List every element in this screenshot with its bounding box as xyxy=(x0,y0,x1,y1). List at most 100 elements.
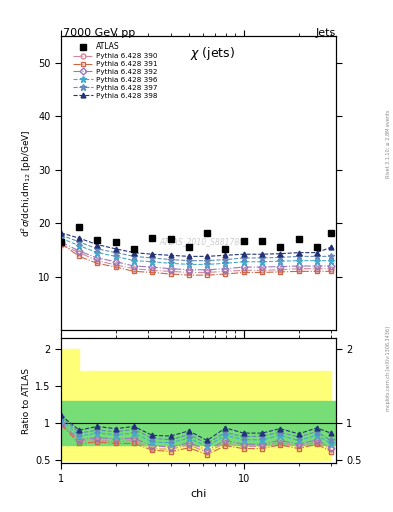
Text: Rivet 3.1.10; ≥ 2.8M events: Rivet 3.1.10; ≥ 2.8M events xyxy=(386,109,391,178)
Pythia 6.428 396 xyxy=(329,258,333,264)
Pythia 6.428 392 xyxy=(114,259,118,265)
Line: Pythia 6.428 396: Pythia 6.428 396 xyxy=(58,235,334,268)
Text: $\chi$ (jets): $\chi$ (jets) xyxy=(189,45,235,61)
Pythia 6.428 397 xyxy=(296,253,301,260)
Pythia 6.428 392 xyxy=(132,263,136,269)
Pythia 6.428 390 xyxy=(223,268,228,274)
Pythia 6.428 391 xyxy=(77,253,82,260)
Pythia 6.428 390 xyxy=(314,266,319,272)
Pythia 6.428 390 xyxy=(59,242,63,248)
Pythia 6.428 396 xyxy=(59,235,63,241)
Pythia 6.428 396 xyxy=(77,243,82,249)
Pythia 6.428 397 xyxy=(186,258,191,264)
Pythia 6.428 398 xyxy=(150,251,154,258)
Pythia 6.428 391 xyxy=(95,260,99,266)
Pythia 6.428 391 xyxy=(223,271,228,277)
Pythia 6.428 390 xyxy=(168,268,173,274)
Text: mcplots.cern.ch [arXiv:1306.3436]: mcplots.cern.ch [arXiv:1306.3436] xyxy=(386,326,391,411)
Pythia 6.428 397 xyxy=(205,258,209,264)
Pythia 6.428 391 xyxy=(314,268,319,274)
ATLAS xyxy=(186,244,191,250)
Pythia 6.428 396 xyxy=(260,259,264,265)
Pythia 6.428 392 xyxy=(95,255,99,261)
Pythia 6.428 392 xyxy=(329,263,333,269)
Pythia 6.428 390 xyxy=(186,269,191,275)
Pythia 6.428 390 xyxy=(241,267,246,273)
Pythia 6.428 396 xyxy=(186,261,191,267)
Pythia 6.428 397 xyxy=(168,257,173,263)
ATLAS xyxy=(277,244,282,250)
Pythia 6.428 391 xyxy=(277,269,282,275)
Pythia 6.428 391 xyxy=(205,272,209,278)
Pythia 6.428 396 xyxy=(150,259,154,265)
Pythia 6.428 396 xyxy=(114,253,118,260)
Pythia 6.428 390 xyxy=(114,262,118,268)
Pythia 6.428 390 xyxy=(329,266,333,272)
Y-axis label: Ratio to ATLAS: Ratio to ATLAS xyxy=(22,368,31,434)
Pythia 6.428 396 xyxy=(296,258,301,264)
Pythia 6.428 391 xyxy=(168,271,173,277)
ATLAS xyxy=(260,238,264,244)
Pythia 6.428 398 xyxy=(186,253,191,260)
Pythia 6.428 392 xyxy=(296,263,301,269)
Text: ATLAS_2010_S8817804: ATLAS_2010_S8817804 xyxy=(159,238,249,246)
Pythia 6.428 391 xyxy=(132,268,136,274)
Pythia 6.428 398 xyxy=(329,244,333,250)
Pythia 6.428 390 xyxy=(296,266,301,272)
Pythia 6.428 391 xyxy=(241,269,246,275)
Legend: ATLAS, Pythia 6.428 390, Pythia 6.428 391, Pythia 6.428 392, Pythia 6.428 396, P: ATLAS, Pythia 6.428 390, Pythia 6.428 39… xyxy=(73,42,157,99)
Pythia 6.428 398 xyxy=(223,252,228,259)
Pythia 6.428 398 xyxy=(77,235,82,241)
Pythia 6.428 398 xyxy=(296,249,301,255)
Pythia 6.428 392 xyxy=(77,248,82,254)
Pythia 6.428 398 xyxy=(314,249,319,255)
Pythia 6.428 390 xyxy=(77,249,82,255)
Pythia 6.428 392 xyxy=(241,264,246,270)
Pythia 6.428 392 xyxy=(205,267,209,273)
Pythia 6.428 397 xyxy=(329,253,333,260)
Pythia 6.428 397 xyxy=(223,257,228,263)
Pythia 6.428 391 xyxy=(260,269,264,275)
Pythia 6.428 398 xyxy=(277,251,282,257)
Line: Pythia 6.428 391: Pythia 6.428 391 xyxy=(59,241,333,278)
Text: Jets: Jets xyxy=(316,28,336,38)
Pythia 6.428 392 xyxy=(186,267,191,273)
Pythia 6.428 391 xyxy=(329,268,333,274)
Pythia 6.428 391 xyxy=(59,241,63,247)
Pythia 6.428 392 xyxy=(59,239,63,245)
Pythia 6.428 392 xyxy=(277,264,282,270)
Pythia 6.428 396 xyxy=(132,258,136,264)
Text: 7000 GeV pp: 7000 GeV pp xyxy=(63,28,135,38)
Pythia 6.428 396 xyxy=(223,260,228,266)
Pythia 6.428 397 xyxy=(241,255,246,261)
Pythia 6.428 397 xyxy=(59,232,63,238)
Y-axis label: d$^2\sigma$/dchi,dm$_{12}$ [pb/GeV]: d$^2\sigma$/dchi,dm$_{12}$ [pb/GeV] xyxy=(20,129,34,237)
Pythia 6.428 396 xyxy=(168,260,173,266)
Pythia 6.428 392 xyxy=(168,266,173,272)
Pythia 6.428 392 xyxy=(150,264,154,270)
Line: Pythia 6.428 397: Pythia 6.428 397 xyxy=(58,232,334,264)
Pythia 6.428 396 xyxy=(205,261,209,267)
Pythia 6.428 392 xyxy=(314,263,319,269)
Line: Pythia 6.428 392: Pythia 6.428 392 xyxy=(59,240,333,272)
ATLAS xyxy=(329,230,333,237)
Line: Pythia 6.428 390: Pythia 6.428 390 xyxy=(59,242,333,275)
Pythia 6.428 398 xyxy=(132,249,136,255)
Pythia 6.428 390 xyxy=(205,269,209,275)
Pythia 6.428 396 xyxy=(314,258,319,264)
Pythia 6.428 397 xyxy=(132,253,136,260)
ATLAS xyxy=(241,238,246,244)
Pythia 6.428 398 xyxy=(168,252,173,259)
Pythia 6.428 397 xyxy=(77,239,82,245)
Pythia 6.428 390 xyxy=(132,266,136,272)
Pythia 6.428 398 xyxy=(59,230,63,236)
Pythia 6.428 396 xyxy=(241,259,246,265)
Pythia 6.428 390 xyxy=(95,258,99,264)
Pythia 6.428 392 xyxy=(223,266,228,272)
Pythia 6.428 398 xyxy=(241,251,246,258)
Pythia 6.428 397 xyxy=(314,253,319,260)
Pythia 6.428 390 xyxy=(260,267,264,273)
Pythia 6.428 396 xyxy=(95,249,99,255)
Line: Pythia 6.428 398: Pythia 6.428 398 xyxy=(59,230,333,259)
Pythia 6.428 390 xyxy=(150,267,154,273)
